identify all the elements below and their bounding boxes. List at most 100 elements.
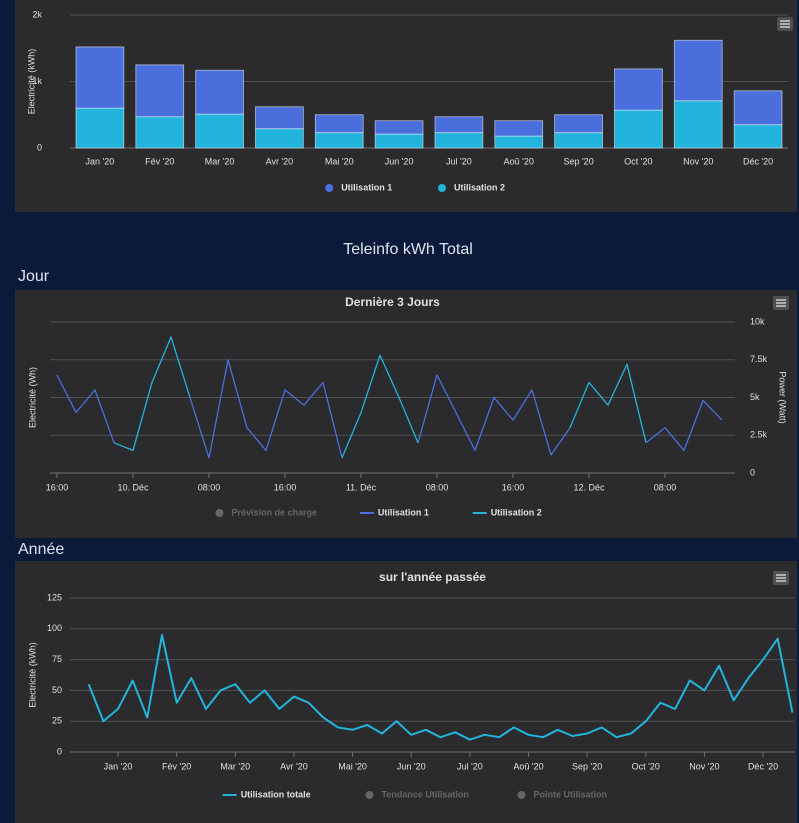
bar-segment <box>195 69 244 115</box>
menu-button[interactable] <box>777 17 793 31</box>
x-tick-label: Déc '20 <box>748 761 778 771</box>
bar-segment <box>614 109 663 149</box>
bar-segment <box>374 133 424 149</box>
y-tick-label: 2k <box>32 9 42 19</box>
legend-label[interactable]: Tendance Utilisation <box>382 789 469 799</box>
legend-label[interactable]: Utilisation totale <box>241 789 311 799</box>
y-tick-label: 0 <box>37 142 42 152</box>
bar-segment <box>434 132 484 149</box>
bar-segment <box>135 116 185 149</box>
x-tick-label: Mai '20 <box>325 156 354 166</box>
bar-segment <box>75 107 125 149</box>
bar-segment <box>614 68 663 111</box>
x-tick-label: Avr '20 <box>280 761 308 771</box>
legend-symbol <box>365 791 374 799</box>
bar-segment <box>255 106 304 130</box>
y2-tick-label: 5k <box>750 392 760 402</box>
bar-segment <box>733 90 783 126</box>
x-tick-label: Nov '20 <box>683 156 713 166</box>
bar-segment <box>255 128 304 149</box>
y-tick-label: 50 <box>52 685 62 695</box>
x-tick-label: Jul '20 <box>457 761 483 771</box>
bar-segment <box>374 120 424 135</box>
y2-axis-title: Power (Watt) <box>778 371 788 423</box>
x-tick-label: Aoû '20 <box>513 761 543 771</box>
x-tick-label: 08:00 <box>426 482 449 492</box>
y-tick-label: 75 <box>52 654 62 664</box>
series-line <box>113 336 647 459</box>
x-tick-label: Fév '20 <box>162 761 191 771</box>
bar-segment <box>494 120 544 137</box>
y-axis-title: Electricité (Wh) <box>27 367 37 428</box>
x-tick-label: 16:00 <box>502 482 525 492</box>
series-line <box>56 359 723 459</box>
x-tick-label: 08:00 <box>198 482 221 492</box>
x-tick-label: 11. Déc <box>346 482 377 492</box>
y2-tick-label: 10k <box>750 316 765 326</box>
legend-label[interactable]: Utilisation 1 <box>378 507 429 517</box>
x-tick-label: 10. Déc <box>117 482 149 492</box>
legend-symbol <box>517 791 526 799</box>
x-tick-label: Mai '20 <box>338 761 367 771</box>
legend-symbol <box>215 509 224 517</box>
bar-segment <box>494 135 544 149</box>
bar-segment <box>434 116 484 134</box>
x-tick-label: Jan '20 <box>86 156 115 166</box>
chart-title: sur l'année passée <box>379 570 486 584</box>
bar-segment <box>673 100 723 149</box>
page-title: Teleinfo kWh Total <box>343 241 473 258</box>
x-tick-label: Nov '20 <box>689 761 719 771</box>
bar-segment <box>673 39 723 102</box>
x-tick-label: Oct '20 <box>624 156 652 166</box>
x-tick-label: 16:00 <box>274 482 297 492</box>
series-line <box>87 634 794 741</box>
legend-label[interactable]: Utilisation 1 <box>341 182 392 192</box>
legend-symbol <box>438 184 446 192</box>
y-axis-title: Electricité (kWh) <box>27 642 37 708</box>
x-tick-label: 16:00 <box>46 482 69 492</box>
y2-tick-label: 0 <box>750 467 755 477</box>
x-tick-label: Fév '20 <box>145 156 174 166</box>
bar-segment <box>75 46 125 109</box>
x-tick-label: Aoû '20 <box>504 156 534 166</box>
x-tick-label: Déc '20 <box>743 156 773 166</box>
y-tick-label: 100 <box>47 623 62 633</box>
x-tick-label: Jun '20 <box>385 156 414 166</box>
x-tick-label: Jan '20 <box>104 761 133 771</box>
legend-label[interactable]: Utilisation 2 <box>454 182 505 192</box>
y-tick-label: 0 <box>57 746 62 756</box>
legend-label[interactable]: Prévision de charge <box>232 507 318 517</box>
bar-segment <box>314 132 364 149</box>
x-tick-label: Avr '20 <box>266 156 294 166</box>
y-axis-title: Electricité (kWh) <box>26 49 36 115</box>
bar-segment <box>554 132 603 149</box>
y2-tick-label: 7.5k <box>750 354 768 364</box>
bar-segment <box>554 114 603 134</box>
y-tick-label: 125 <box>47 592 62 602</box>
x-tick-label: 12. Déc <box>573 482 605 492</box>
x-tick-label: Jul '20 <box>446 156 472 166</box>
y-tick-label: 25 <box>52 716 62 726</box>
y-tick-label: 1k <box>32 76 42 86</box>
panel <box>15 561 797 823</box>
x-tick-label: Sep '20 <box>572 761 602 771</box>
bar-segment <box>135 64 185 118</box>
x-tick-label: Mar '20 <box>220 761 250 771</box>
section-title: Année <box>18 541 64 558</box>
bar-segment <box>195 113 244 149</box>
x-tick-label: 08:00 <box>654 482 677 492</box>
x-tick-label: Sep '20 <box>563 156 593 166</box>
x-tick-label: Jun '20 <box>397 761 426 771</box>
menu-button[interactable] <box>773 296 789 310</box>
menu-button[interactable] <box>773 571 789 585</box>
bar-segment <box>314 114 364 134</box>
bar-segment <box>733 124 783 149</box>
legend-label[interactable]: Pointe Utilisation <box>534 789 608 799</box>
chart-title: Dernière 3 Jours <box>345 295 440 309</box>
x-tick-label: Mar '20 <box>205 156 235 166</box>
y2-tick-label: 2.5k <box>750 430 768 440</box>
legend-symbol <box>325 184 334 192</box>
x-tick-label: Oct '20 <box>632 761 660 771</box>
legend-label[interactable]: Utilisation 2 <box>491 507 542 517</box>
